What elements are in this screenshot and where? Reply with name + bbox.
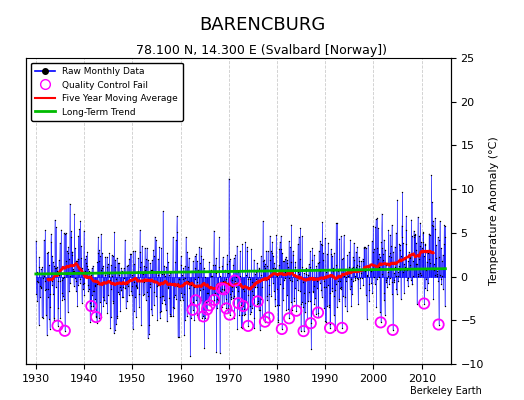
Point bbox=[199, 313, 208, 320]
Point bbox=[254, 298, 262, 304]
Point bbox=[377, 319, 385, 326]
Point bbox=[53, 322, 62, 329]
Point bbox=[389, 327, 397, 333]
Point bbox=[234, 300, 243, 306]
Text: 78.100 N, 14.300 E (Svalbard [Norway]): 78.100 N, 14.300 E (Svalbard [Norway]) bbox=[136, 44, 388, 57]
Point bbox=[220, 286, 228, 292]
Point bbox=[420, 300, 428, 307]
Point bbox=[278, 326, 286, 332]
Text: Berkeley Earth: Berkeley Earth bbox=[410, 386, 482, 396]
Point bbox=[203, 306, 211, 313]
Point bbox=[205, 302, 214, 308]
Point bbox=[261, 318, 269, 325]
Point bbox=[239, 303, 247, 309]
Point bbox=[326, 325, 334, 331]
Point bbox=[210, 297, 219, 303]
Point bbox=[87, 303, 95, 309]
Point bbox=[265, 314, 273, 321]
Point bbox=[299, 328, 308, 334]
Point bbox=[61, 328, 69, 334]
Point bbox=[231, 277, 239, 284]
Text: BARENCBURG: BARENCBURG bbox=[199, 16, 325, 34]
Point bbox=[314, 309, 322, 316]
Point bbox=[225, 312, 234, 318]
Point bbox=[192, 297, 200, 304]
Point bbox=[189, 306, 197, 313]
Point bbox=[222, 305, 231, 312]
Point bbox=[292, 308, 300, 314]
Point bbox=[285, 315, 293, 322]
Point bbox=[244, 323, 252, 329]
Point bbox=[307, 320, 315, 326]
Point bbox=[217, 285, 226, 292]
Legend: Raw Monthly Data, Quality Control Fail, Five Year Moving Average, Long-Term Tren: Raw Monthly Data, Quality Control Fail, … bbox=[31, 62, 182, 121]
Point bbox=[92, 314, 100, 320]
Point bbox=[434, 321, 443, 328]
Y-axis label: Temperature Anomaly (°C): Temperature Anomaly (°C) bbox=[489, 137, 499, 285]
Point bbox=[338, 325, 346, 331]
